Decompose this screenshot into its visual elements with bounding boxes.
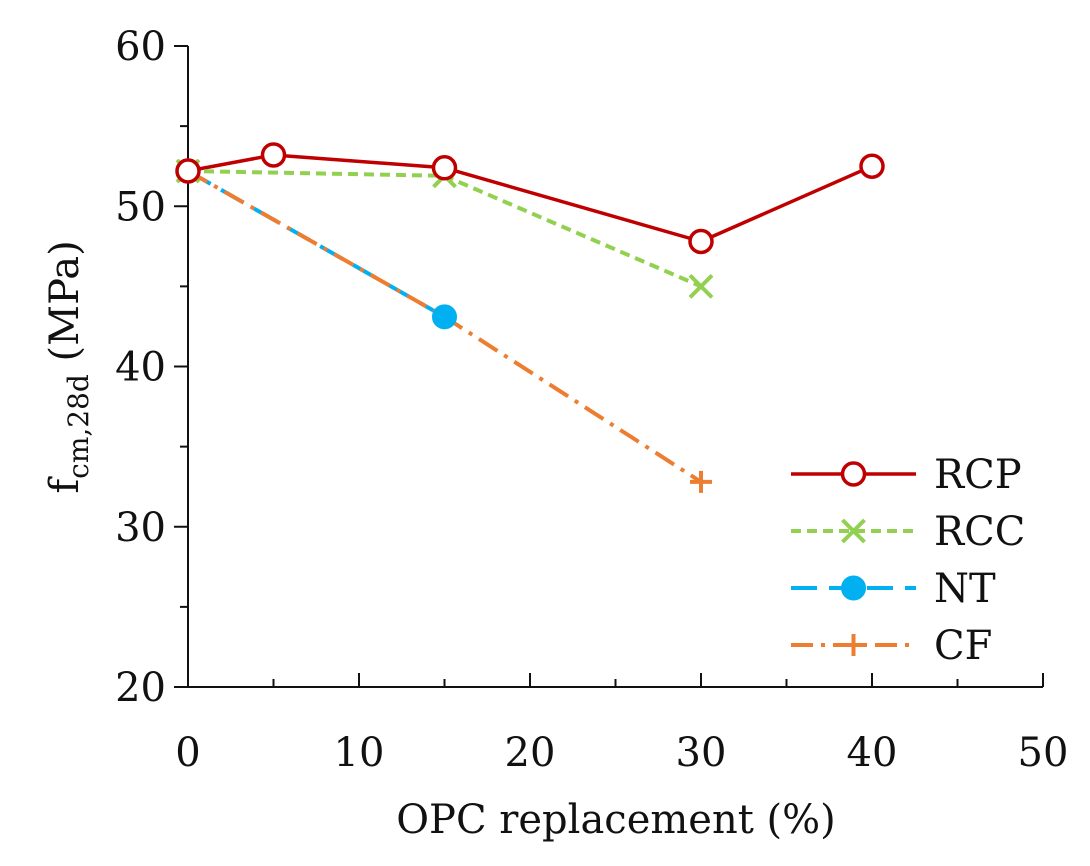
data-point-nt [432,304,457,330]
data-point-rcp [175,158,201,184]
y-axis-title-main: f [42,476,88,494]
axes: 20 30 40 50 60 0 10 20 30 40 50 [115,24,1068,776]
series-line-rcc [187,168,702,289]
legend-label-cf: CF [934,623,992,669]
x-tick-label: 0 [175,730,200,776]
x-tick-label: 20 [505,730,556,776]
legend: RCP RCC NT CF [791,452,1025,669]
data-point-rcp [859,153,885,179]
x-tick-label: 50 [1018,730,1069,776]
data-point-rcp [688,228,714,255]
legend-marker-rcc [841,518,866,544]
x-tick-label: 40 [847,730,898,776]
legend-marker-cf [842,634,865,656]
x-tick-label: 10 [334,730,385,776]
y-tick-label: 60 [115,24,166,70]
data-point-rcp [431,155,458,181]
data-point-rcp [260,142,287,168]
y-axis-title-unit: (MPa) [42,240,88,374]
y-tick-label: 30 [115,505,166,551]
y-axis-title-subscript: cm,28d [62,374,95,479]
y-tick-label: 50 [115,184,166,230]
y-axis-title: fcm,28d (MPa) [42,240,95,493]
legend-label-rcc: RCC [934,509,1025,555]
legend-label-nt: NT [934,566,996,612]
data-point-rcc [688,273,714,299]
x-axis-title: OPC replacement (%) [396,797,836,843]
markers-layer [175,142,885,493]
legend-label-rcp: RCP [934,452,1022,498]
series-layer [187,153,873,484]
y-tick-label: 20 [115,665,166,711]
y-tick-label: 40 [115,345,166,391]
data-point-cf [690,470,712,493]
legend-marker-nt [841,575,866,601]
x-tick-label: 30 [676,730,727,776]
legend-marker-rcp [840,461,867,487]
